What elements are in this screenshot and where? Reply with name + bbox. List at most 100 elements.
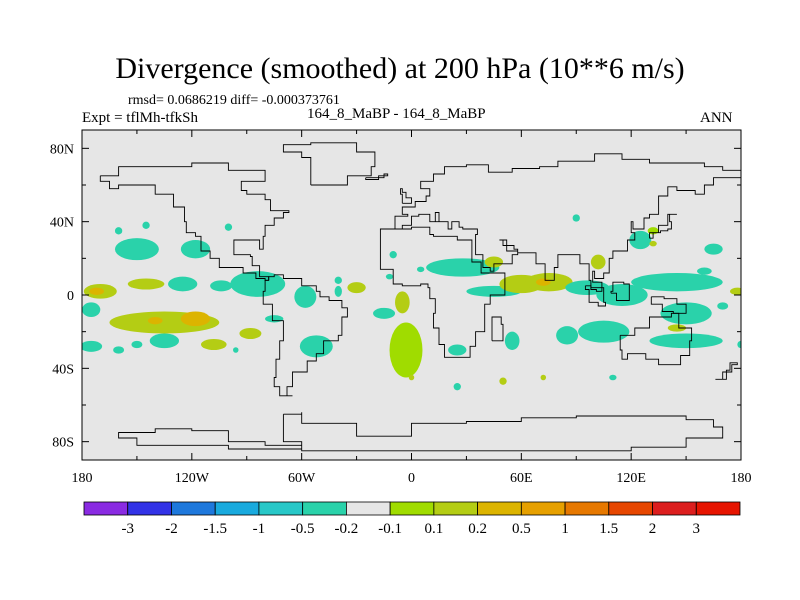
- contour-region-2: [142, 221, 150, 229]
- x-tick-label-0: 180: [72, 471, 93, 486]
- contour-region-30: [389, 322, 423, 378]
- x-axis: 180 120W 60W 0 60E 120E 180: [72, 130, 752, 486]
- coastline-12: [584, 285, 606, 307]
- y-tick-label-0: 80N: [50, 142, 74, 157]
- contour-region-24: [233, 347, 239, 353]
- contour-region-25: [347, 282, 366, 294]
- contour-region-15: [147, 317, 163, 325]
- coastline-layer: [99, 142, 741, 452]
- contour-region-59: [697, 267, 712, 275]
- contour-region-63: [572, 214, 580, 222]
- contour-region-5: [89, 287, 104, 296]
- colorbar-label-1: -2: [165, 521, 178, 537]
- period-label: ANN: [700, 110, 733, 126]
- colorbar-label-2: -1.5: [203, 521, 227, 537]
- contour-region-32: [416, 266, 425, 273]
- contour-region-31: [395, 291, 410, 314]
- colorbar-label-8: 0.2: [468, 521, 487, 537]
- contour-region-42: [590, 254, 606, 270]
- contour-region-1: [180, 240, 211, 259]
- colorbar-swatch-14: [695, 501, 741, 516]
- contour-region-29: [385, 273, 394, 280]
- contour-region-56: [717, 302, 729, 310]
- coastline-4: [393, 153, 741, 292]
- y-tick-label-4: 80S: [52, 436, 74, 451]
- colorbar-label-12: 2: [649, 521, 657, 537]
- contour-region-58: [704, 243, 723, 255]
- coastline-9: [365, 173, 389, 180]
- coastline-13: [610, 281, 630, 301]
- x-tick-label-5: 120E: [616, 471, 646, 486]
- contour-region-3: [224, 223, 233, 231]
- contour-region-41: [730, 287, 741, 295]
- colorbar-swatch-12: [608, 501, 653, 516]
- contour-region-22: [82, 340, 103, 352]
- coastline-8: [118, 412, 724, 452]
- contour-region-54: [649, 333, 723, 349]
- colorbar-label-3: -1: [253, 521, 266, 537]
- coastline-11: [715, 362, 738, 380]
- coastline-1: [262, 274, 348, 397]
- coastline-10: [649, 213, 677, 239]
- contour-region-20: [239, 328, 262, 339]
- contour-region-50: [609, 374, 617, 381]
- colorbar-swatch-8: [433, 501, 479, 516]
- contour-region-57: [737, 340, 741, 349]
- colorbar-swatch-2: [171, 501, 216, 516]
- coastline-0: [99, 162, 290, 281]
- contour-region-19: [265, 315, 284, 323]
- colorbar-swatch-3: [214, 501, 260, 516]
- chart-title: Divergence (smoothed) at 200 hPa (10**6 …: [115, 52, 685, 85]
- contour-region-44: [504, 331, 520, 351]
- contour-region-47: [453, 383, 461, 391]
- colorbar-label-0: -3: [121, 521, 134, 537]
- colorbar-swatch-13: [652, 501, 697, 516]
- contour-region-16: [149, 333, 180, 349]
- y-tick-label-2: 0: [67, 289, 74, 304]
- contour-region-61: [649, 240, 657, 247]
- contour-region-11: [334, 285, 342, 297]
- contour-region-46: [408, 374, 415, 381]
- contour-region-6: [127, 278, 165, 290]
- contour-region-37: [535, 278, 551, 286]
- colorbar-swatch-11: [564, 501, 610, 516]
- contour-region-52: [578, 320, 630, 343]
- contour-region-14: [180, 311, 211, 327]
- colorbar-swatch-10: [520, 501, 566, 516]
- colorbar-swatch-4: [258, 501, 304, 516]
- colorbar-label-10: 1: [561, 521, 569, 537]
- y-tick-label-1: 40N: [50, 216, 74, 231]
- colorbar-label-6: -0.1: [378, 521, 402, 537]
- x-tick-label-2: 60W: [288, 471, 316, 486]
- coastline-2: [282, 142, 376, 186]
- contour-region-18: [200, 339, 227, 350]
- coastline-3: [379, 226, 506, 358]
- contour-region-26: [334, 276, 342, 285]
- colorbar-label-11: 1.5: [599, 521, 618, 537]
- contour-region-39: [596, 284, 648, 306]
- contour-region-23: [113, 346, 125, 354]
- colorbar-swatch-0: [83, 501, 129, 516]
- contour-region-28: [373, 307, 396, 319]
- x-tick-label-3: 0: [408, 471, 415, 486]
- colorbar-label-4: -0.5: [291, 521, 315, 537]
- x-tick-label-6: 180: [731, 471, 752, 486]
- contour-region-0: [114, 238, 159, 261]
- stats-line: rmsd= 0.0686219 diff= -0.000373761: [128, 93, 340, 108]
- y-tick-label-3: 40S: [52, 362, 74, 377]
- y-axis: 80N 40N 0 40S 80S: [50, 142, 741, 451]
- contour-region-10: [294, 285, 317, 308]
- colorbar-swatch-6: [345, 501, 391, 516]
- colorbar: -3 -2 -1.5 -1 -0.5 -0.2 -0.1 0.1 0.2 0.5 1 1.5 2 3: [83, 501, 741, 537]
- colorbar-label-9: 0.5: [512, 521, 531, 537]
- coastline-14: [650, 296, 687, 314]
- colorbar-label-5: -0.2: [335, 521, 359, 537]
- x-tick-label-1: 120W: [175, 471, 210, 486]
- contour-region-43: [484, 256, 504, 268]
- contour-region-45: [448, 344, 467, 356]
- coastline-5: [400, 188, 412, 204]
- x-tick-label-4: 60E: [510, 471, 533, 486]
- contour-region-9: [230, 271, 286, 297]
- colorbar-swatch-1: [127, 501, 172, 516]
